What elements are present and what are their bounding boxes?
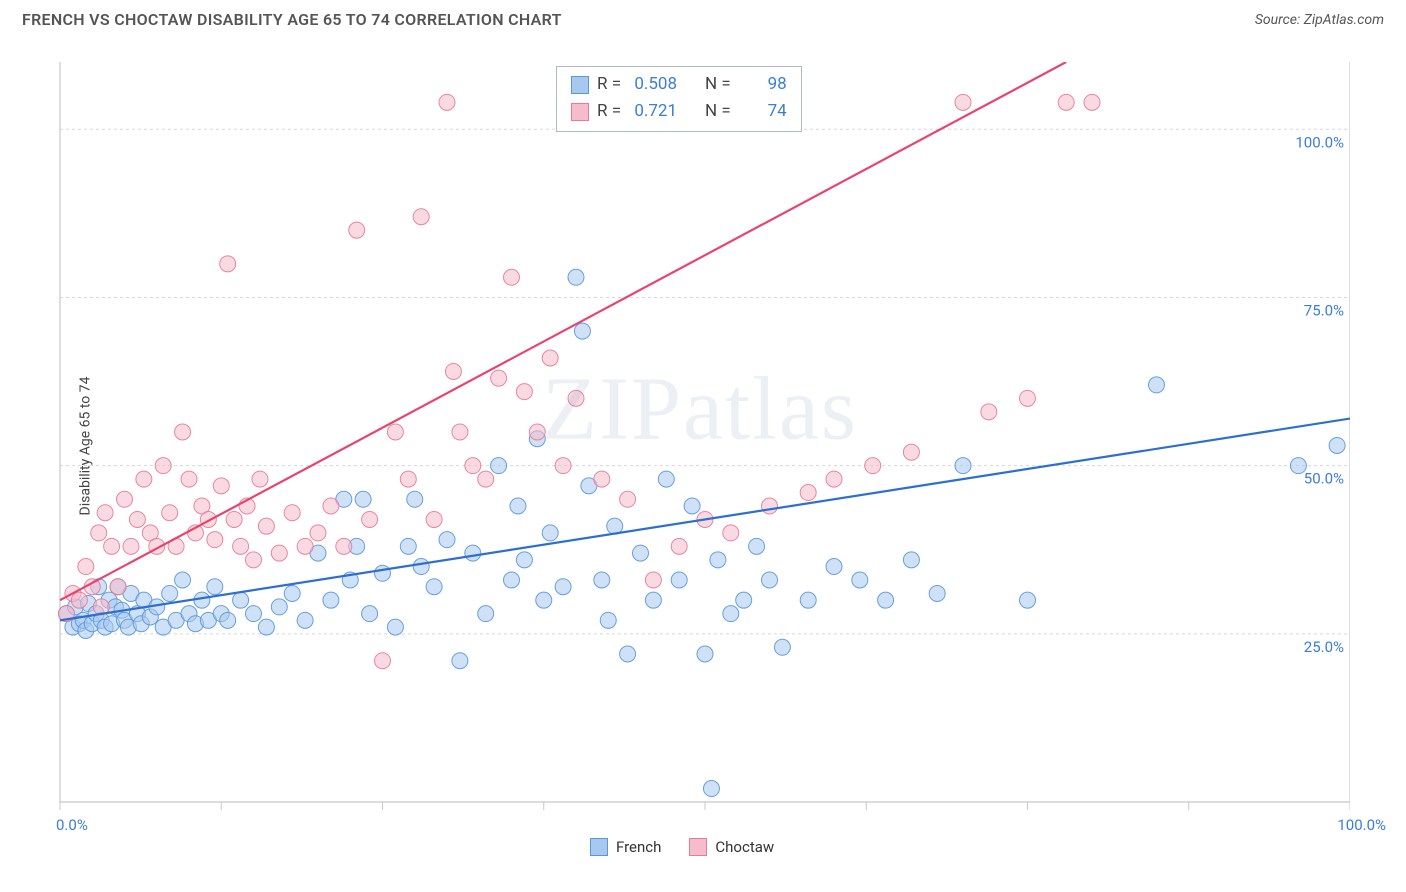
chart-title: FRENCH VS CHOCTAW DISABILITY AGE 65 TO 7… (22, 10, 562, 29)
r-label: R = (597, 98, 621, 125)
x-axis-max-label: 100.0% (1337, 816, 1386, 834)
n-label: N = (705, 71, 731, 98)
legend-label: Choctaw (715, 838, 774, 856)
series-swatch (571, 76, 589, 94)
legend-label: French (616, 838, 661, 856)
stats-row: R = 0.721 N = 74 (571, 98, 787, 125)
x-axis-min-label: 0.0% (56, 816, 88, 834)
legend-swatch (590, 838, 608, 856)
svg-text:100.0%: 100.0% (1295, 133, 1344, 151)
correlation-stats-box: R = 0.508 N = 98 R = 0.721 N = 74 (556, 66, 802, 132)
svg-text:25.0%: 25.0% (1304, 638, 1344, 656)
legend-item: Choctaw (689, 838, 774, 856)
scatter-plot-svg: 25.0% 50.0% 75.0% 100.0% (50, 62, 1350, 832)
n-label: N = (705, 98, 731, 125)
legend-item: French (590, 838, 661, 856)
stats-row: R = 0.508 N = 98 (571, 71, 787, 98)
chart-area: 25.0%50.0%75.0%100.0% ZIPatlas (50, 62, 1350, 832)
n-value: 98 (739, 71, 787, 98)
r-value: 0.508 (629, 71, 677, 98)
chart-header: FRENCH VS CHOCTAW DISABILITY AGE 65 TO 7… (0, 0, 1406, 35)
r-label: R = (597, 71, 621, 98)
legend-swatch (689, 838, 707, 856)
legend-bottom: French Choctaw (590, 838, 774, 856)
n-value: 74 (739, 98, 787, 125)
svg-text:75.0%: 75.0% (1304, 301, 1344, 319)
svg-text:50.0%: 50.0% (1304, 470, 1344, 488)
r-value: 0.721 (629, 98, 677, 125)
chart-source: Source: ZipAtlas.com (1255, 12, 1384, 28)
series-swatch (571, 103, 589, 121)
